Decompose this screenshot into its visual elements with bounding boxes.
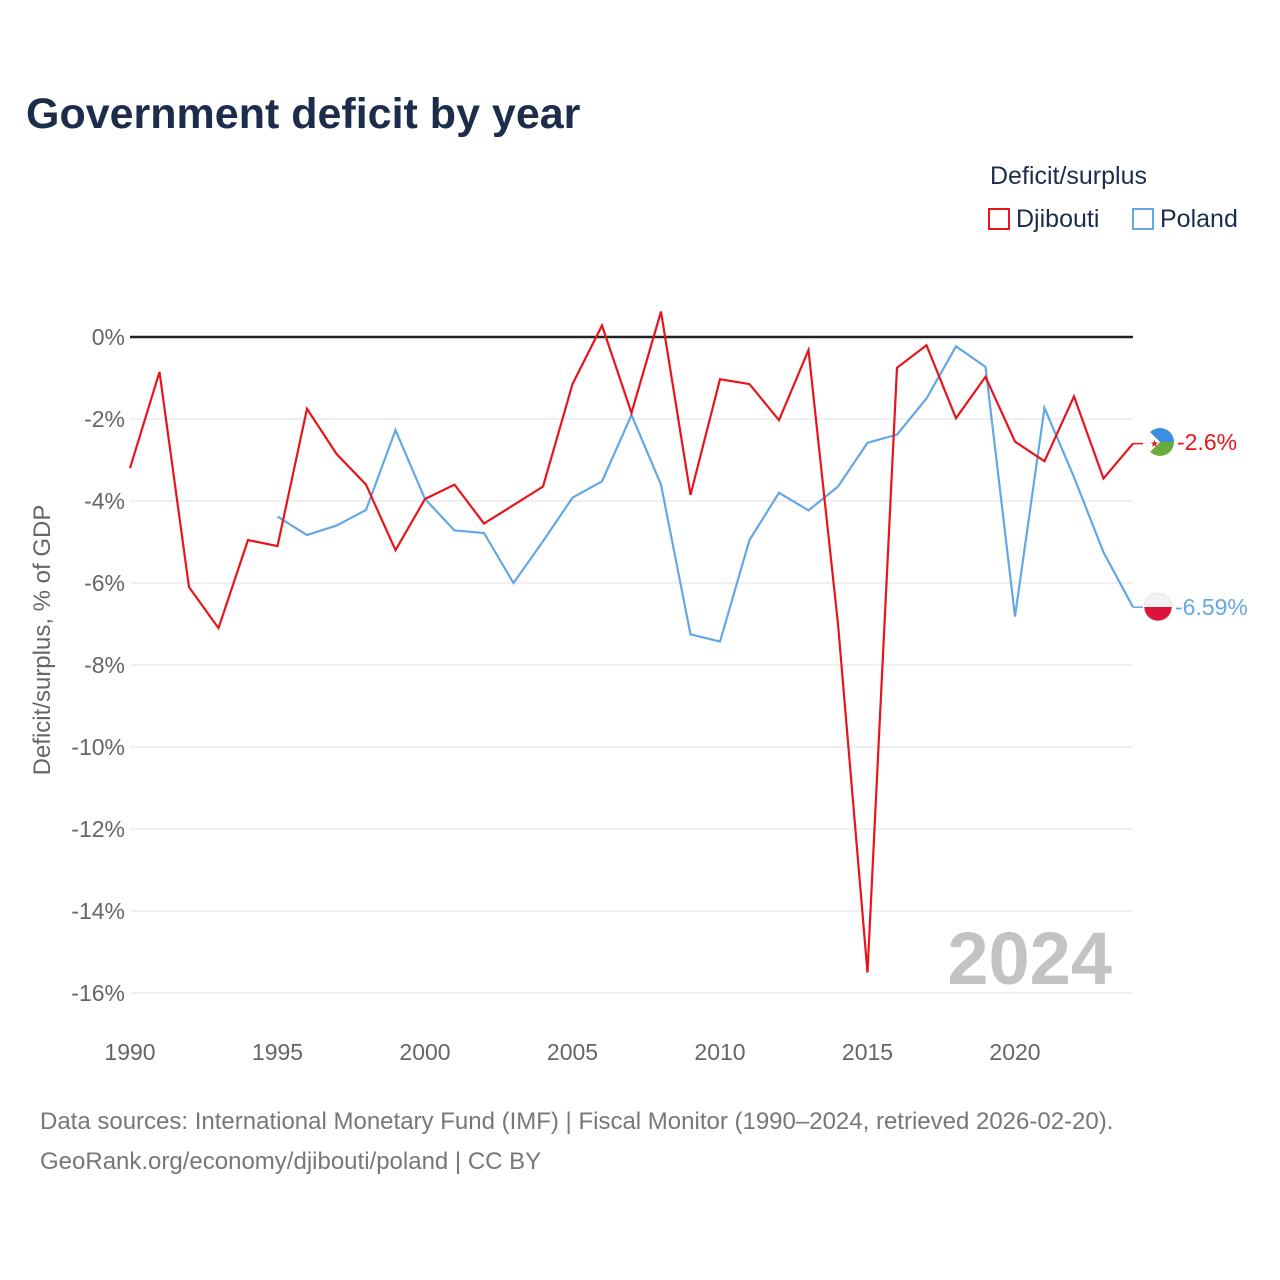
y-tick-label: -4% xyxy=(84,488,125,514)
x-tick-label: 1990 xyxy=(104,1039,155,1065)
legend-label-djibouti: Djibouti xyxy=(1016,204,1100,233)
legend-item-djibouti[interactable]: Djibouti xyxy=(988,204,1099,234)
source-text: Data sources: International Monetary Fun… xyxy=(40,1108,1114,1135)
source-link[interactable]: GeoRank.org/economy/djibouti/poland | CC… xyxy=(40,1148,542,1175)
end-label-poland: -6.59% xyxy=(1175,594,1248,620)
series-line-poland[interactable] xyxy=(276,344,1134,643)
x-tick-label: 2000 xyxy=(399,1039,450,1065)
y-tick-label: -16% xyxy=(71,980,125,1006)
svg-text:★: ★ xyxy=(1150,439,1159,450)
legend-swatch-poland xyxy=(1132,208,1154,230)
x-tick-label: 2005 xyxy=(547,1039,598,1065)
end-label-djibouti: -2.6% xyxy=(1177,429,1237,455)
legend-title: Deficit/surplus xyxy=(990,162,1147,190)
y-axis-ticks: 0% -2% -4% -6% -8% -10% -12% -14% -16% xyxy=(71,324,125,1006)
djibouti-flag-icon: ★ xyxy=(1146,428,1174,456)
x-axis-ticks: 1990 1995 2000 2005 2010 2015 2020 xyxy=(104,1039,1040,1065)
y-tick-label: -10% xyxy=(71,734,125,760)
y-tick-label: -8% xyxy=(84,652,125,678)
year-watermark: 2024 xyxy=(947,917,1112,1000)
chart-title: Government deficit by year xyxy=(26,90,581,138)
legend-item-poland[interactable]: Poland xyxy=(1132,204,1238,234)
y-tick-label: -2% xyxy=(84,406,125,432)
legend-swatch-djibouti xyxy=(988,208,1010,230)
series xyxy=(128,311,1143,973)
x-tick-label: 2020 xyxy=(989,1039,1040,1065)
y-tick-label: -14% xyxy=(71,898,125,924)
x-tick-label: 2015 xyxy=(842,1039,893,1065)
x-tick-label: 1995 xyxy=(252,1039,303,1065)
legend-label-poland: Poland xyxy=(1160,204,1238,233)
y-tick-label: 0% xyxy=(92,324,125,350)
y-tick-label: -6% xyxy=(84,570,125,596)
y-axis-label: Deficit/surplus, % of GDP xyxy=(29,505,56,776)
series-line-djibouti[interactable] xyxy=(128,311,1134,973)
y-tick-label: -12% xyxy=(71,816,125,842)
grid xyxy=(130,418,1133,994)
poland-flag-icon xyxy=(1143,592,1173,622)
x-tick-label: 2010 xyxy=(694,1039,745,1065)
